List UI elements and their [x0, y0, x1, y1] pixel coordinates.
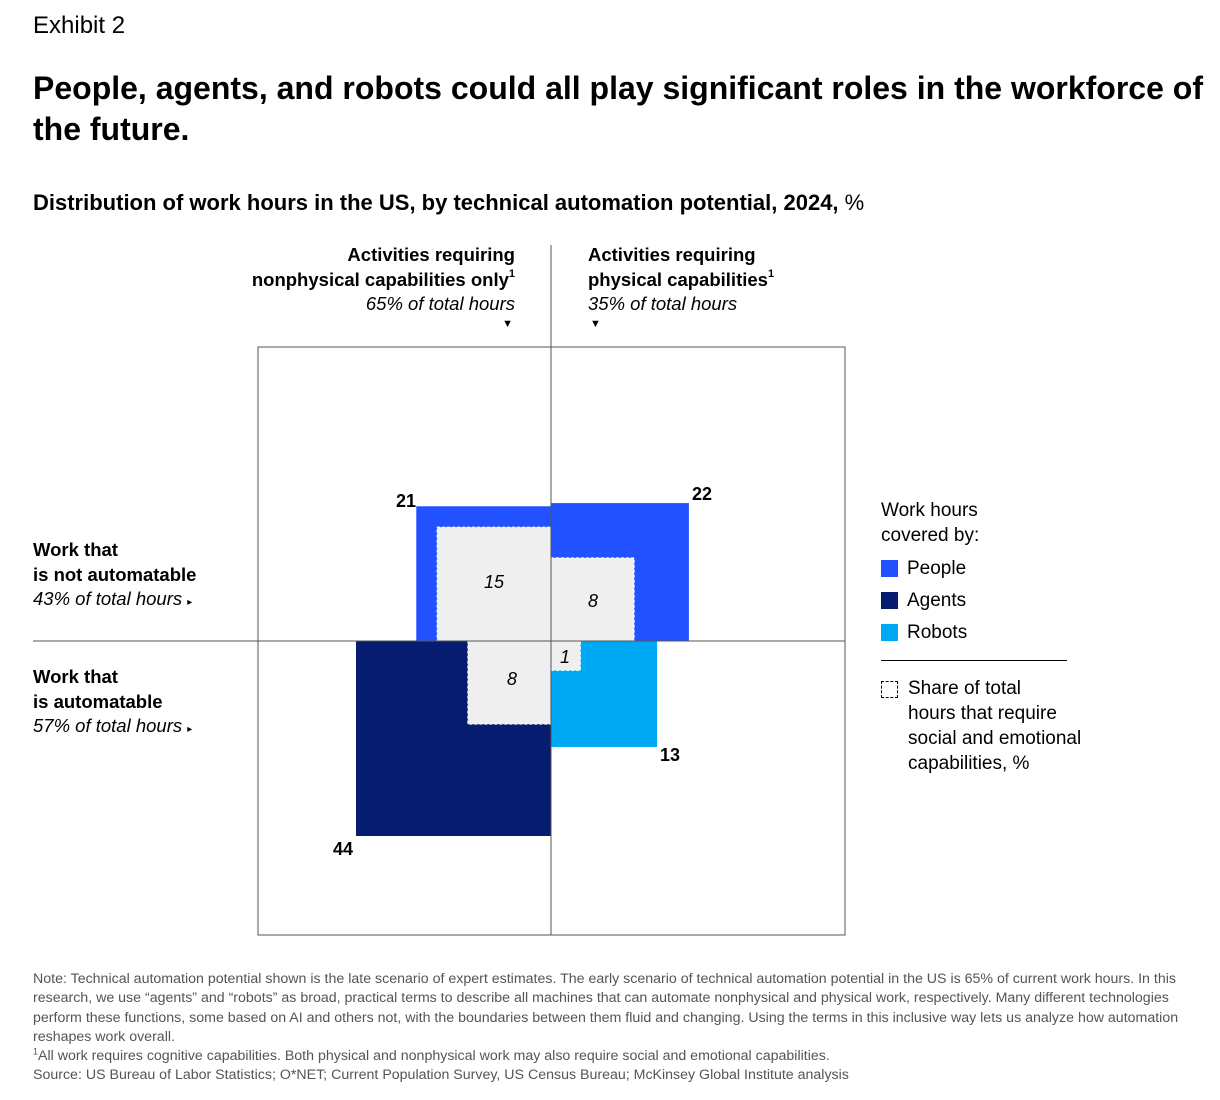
legend-share-line4: capabilities, % — [908, 753, 1030, 774]
column-header-physical: Activities requiring physical capabiliti… — [588, 243, 774, 331]
column-header-nonphysical: Activities requiring nonphysical capabil… — [252, 243, 515, 331]
share-label-people-physical: 8 — [588, 591, 598, 611]
chart-subtitle: Distribution of work hours in the US, by… — [33, 188, 864, 218]
legend-label-robots: Robots — [907, 621, 968, 643]
legend-item-agents: Agents — [881, 584, 1096, 616]
legend-title-line2: covered by: — [881, 525, 980, 546]
value-label-people-physical: 22 — [692, 484, 712, 504]
source-text: Source: US Bureau of Labor Statistics; O… — [33, 1067, 849, 1084]
legend-item-people: People — [881, 552, 1096, 584]
row-top-share: 43% of total hours — [33, 588, 183, 609]
dashed-square-icon — [881, 681, 898, 698]
col-right-line1: Activities requiring — [588, 244, 756, 265]
row-top-marker-icon: ▸ — [187, 597, 193, 608]
row-label-not-automatable: Work that is not automatable 43% of tota… — [33, 538, 196, 616]
value-label-people-nonphysical: 21 — [396, 491, 416, 511]
row-label-automatable: Work that is automatable 57% of total ho… — [33, 665, 192, 743]
row-bot-marker-icon: ▸ — [187, 724, 193, 735]
legend-swatch-people — [881, 559, 898, 577]
legend-swatch-agents — [881, 591, 898, 609]
col-right-line2: physical capabilities — [588, 268, 768, 290]
legend-label-agents: Agents — [907, 589, 967, 611]
col-right-marker-icon: ▼ — [590, 317, 601, 330]
footnote-text: All work requires cognitive capabilities… — [38, 1048, 830, 1065]
share-square-people-nonphysical — [436, 526, 552, 642]
share-label-people-nonphysical: 15 — [484, 572, 505, 592]
note-text: Note: Technical automation potential sho… — [33, 971, 1179, 1045]
legend: Work hours covered by: People Agents Rob… — [881, 498, 1096, 776]
value-label-agents: 44 — [333, 839, 353, 859]
row-bot-share: 57% of total hours — [33, 715, 183, 736]
col-left-share: 65% of total hours — [365, 293, 515, 314]
col-left-line2: nonphysical capabilities only — [251, 268, 509, 290]
row-top-line2: is not automatable — [33, 563, 197, 585]
legend-label-people: People — [907, 557, 967, 579]
legend-share-line2: hours that require — [908, 703, 1057, 724]
share-label-robots: 1 — [560, 647, 570, 667]
footnote-mark: 1 — [33, 1046, 39, 1057]
legend-divider — [881, 660, 1067, 661]
legend-title-line1: Work hours — [881, 500, 978, 521]
share-square-people-physical — [550, 557, 635, 642]
legend-item-robots: Robots — [881, 616, 1096, 648]
legend-share-line1: Share of total — [908, 678, 1022, 699]
col-left-sup: 1 — [508, 268, 515, 281]
row-bot-line1: Work that — [33, 666, 118, 687]
legend-title: Work hours covered by: — [881, 498, 1096, 548]
subtitle-unit: % — [838, 190, 865, 215]
legend-item-share: Share of total hours that require social… — [881, 676, 1096, 776]
legend-swatch-robots — [881, 623, 898, 641]
share-label-agents: 8 — [507, 669, 517, 689]
col-left-line1: Activities requiring — [347, 244, 515, 265]
row-top-line1: Work that — [33, 539, 118, 560]
chart-title: People, agents, and robots could all pla… — [33, 70, 1203, 147]
subtitle-text: Distribution of work hours in the US, by… — [33, 190, 839, 215]
value-label-robots: 13 — [660, 745, 680, 765]
col-left-marker-icon: ▼ — [502, 317, 513, 330]
legend-share-line3: social and emotional — [908, 728, 1082, 749]
footnotes: Note: Technical automation potential sho… — [33, 970, 1193, 1086]
row-bot-line2: is automatable — [33, 690, 163, 712]
col-right-share: 35% of total hours — [588, 293, 738, 314]
exhibit-label: Exhibit 2 — [33, 12, 126, 39]
col-right-sup: 1 — [767, 268, 775, 281]
